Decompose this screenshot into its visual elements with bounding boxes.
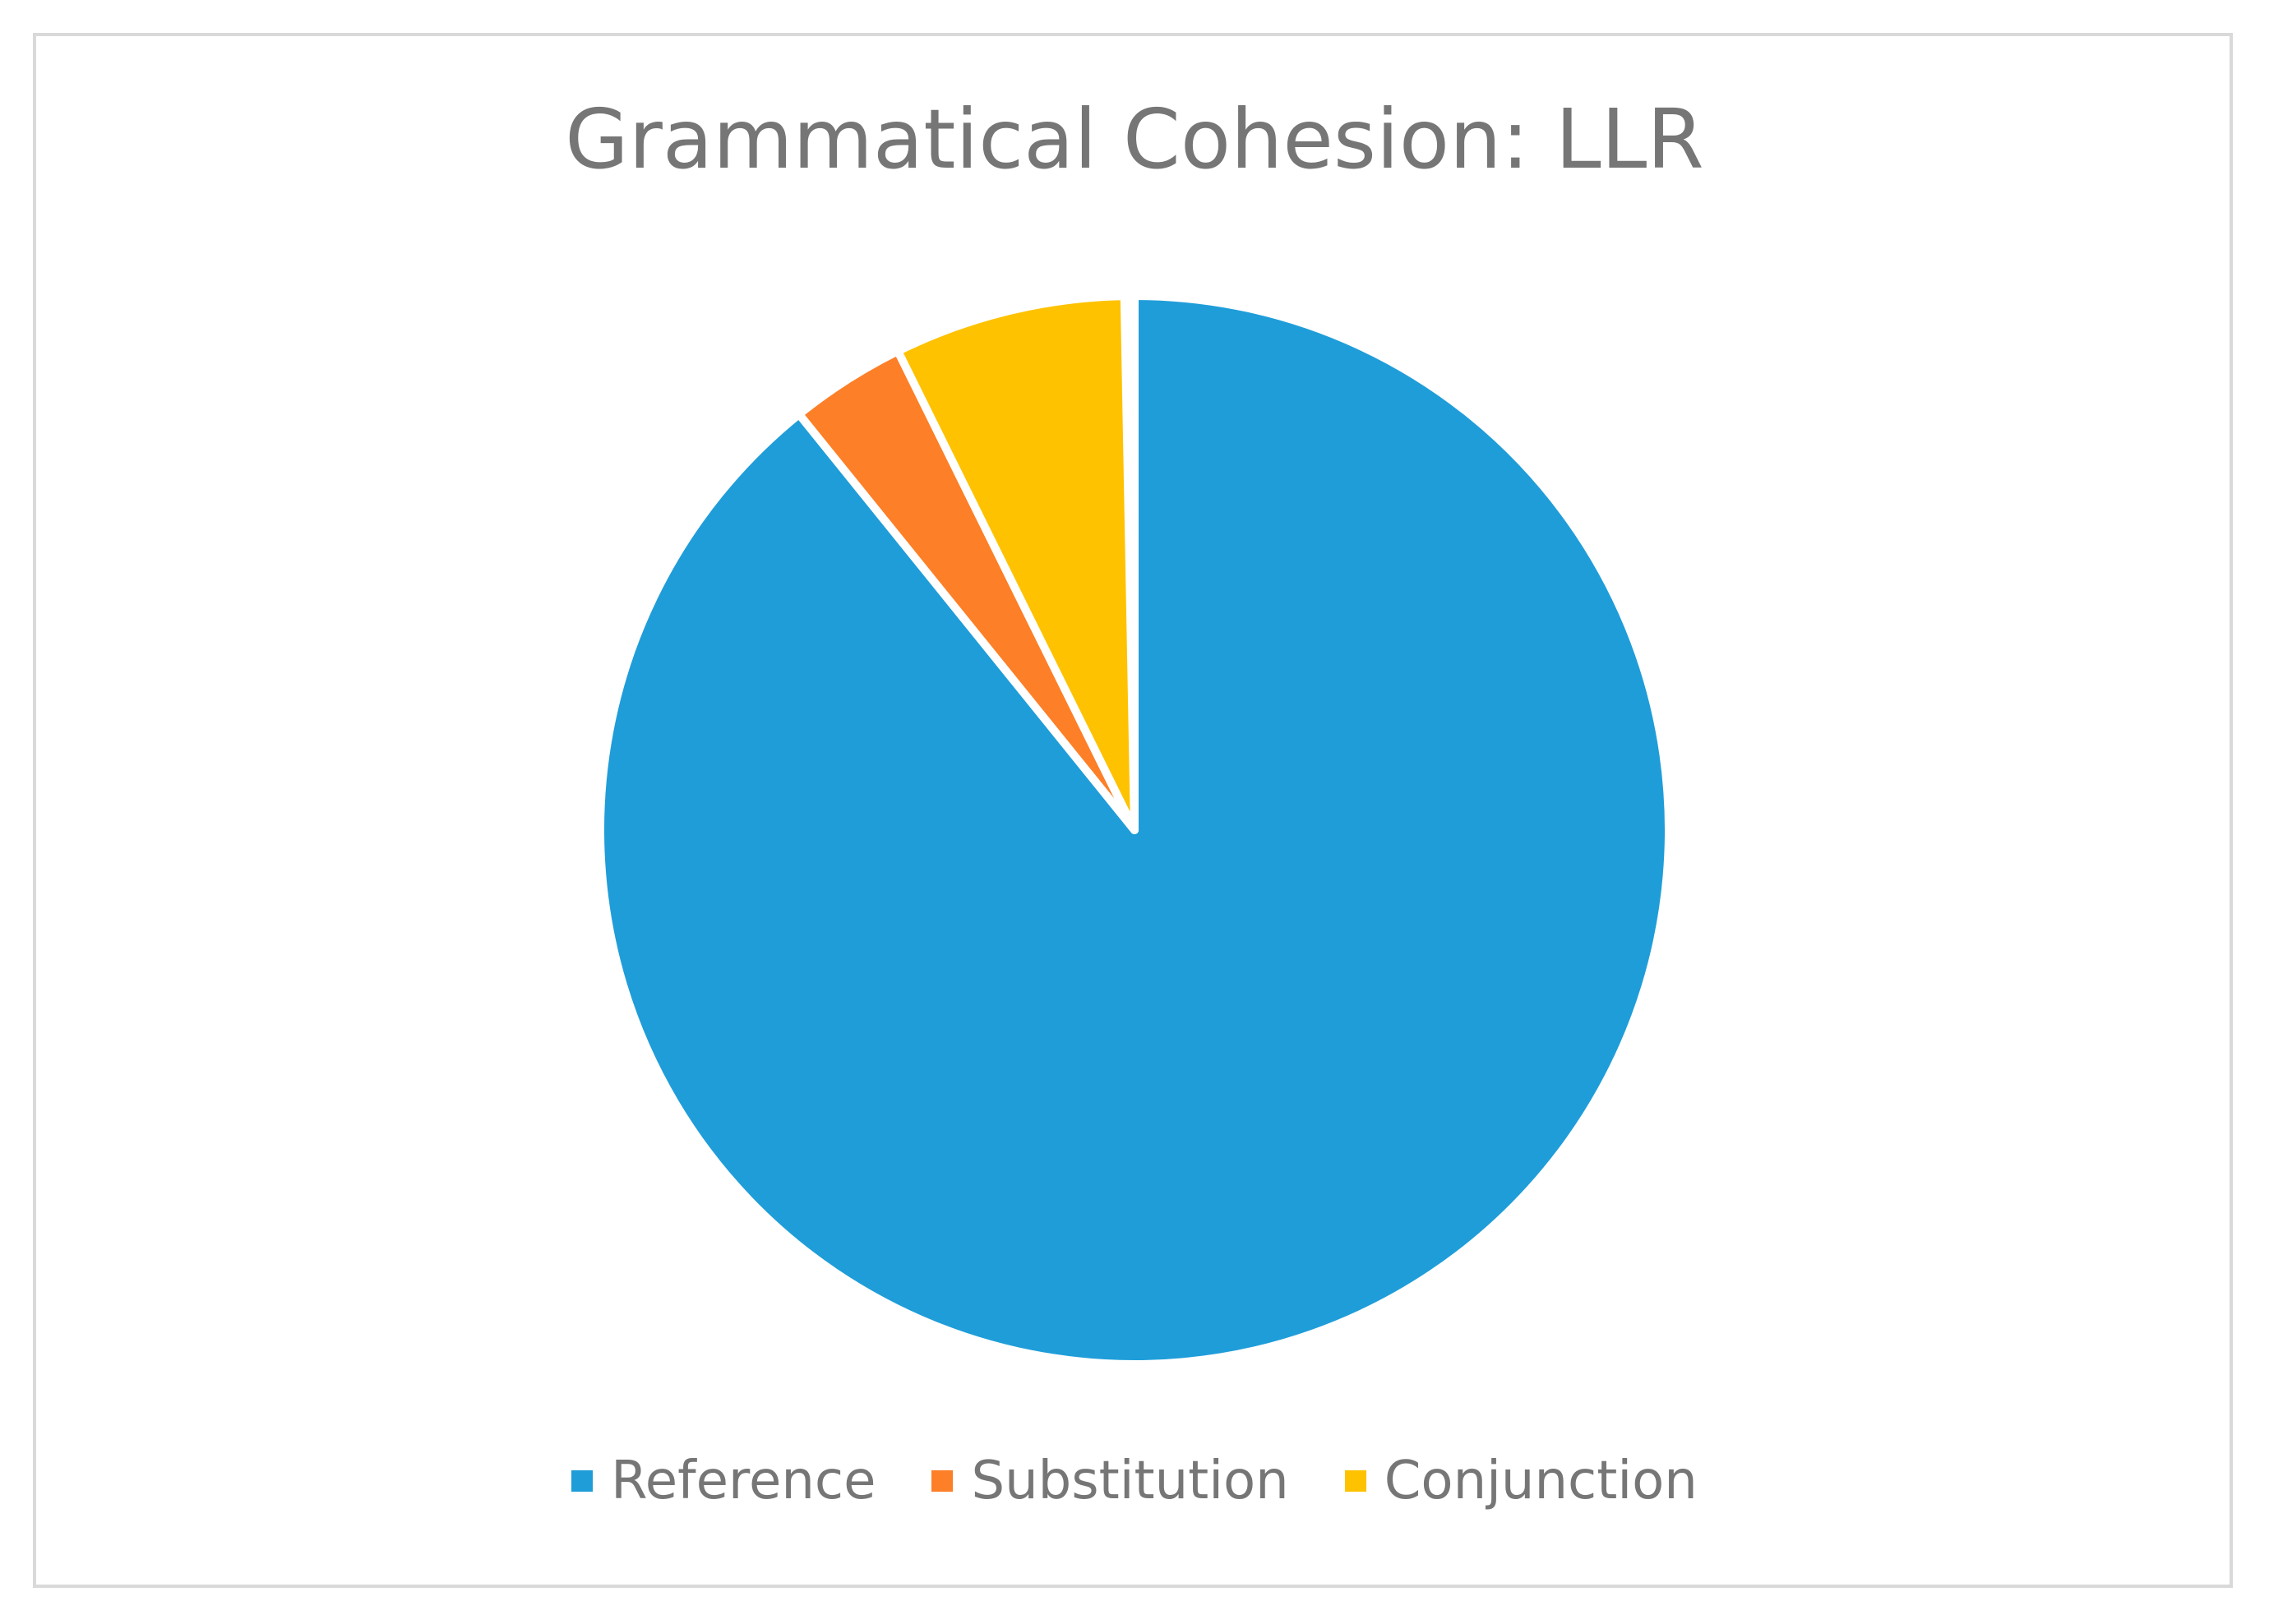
legend-label: Reference	[611, 1455, 876, 1507]
legend-item-reference: Reference	[571, 1455, 876, 1507]
chart-legend: Reference Substitution Conjunction	[0, 1455, 2269, 1507]
legend-item-substitution: Substitution	[931, 1455, 1288, 1507]
legend-swatch	[931, 1470, 953, 1492]
legend-swatch	[1345, 1470, 1366, 1492]
legend-swatch	[571, 1470, 593, 1492]
legend-label: Conjunction	[1384, 1455, 1698, 1507]
legend-label: Substitution	[971, 1455, 1288, 1507]
legend-item-conjunction: Conjunction	[1345, 1455, 1698, 1507]
